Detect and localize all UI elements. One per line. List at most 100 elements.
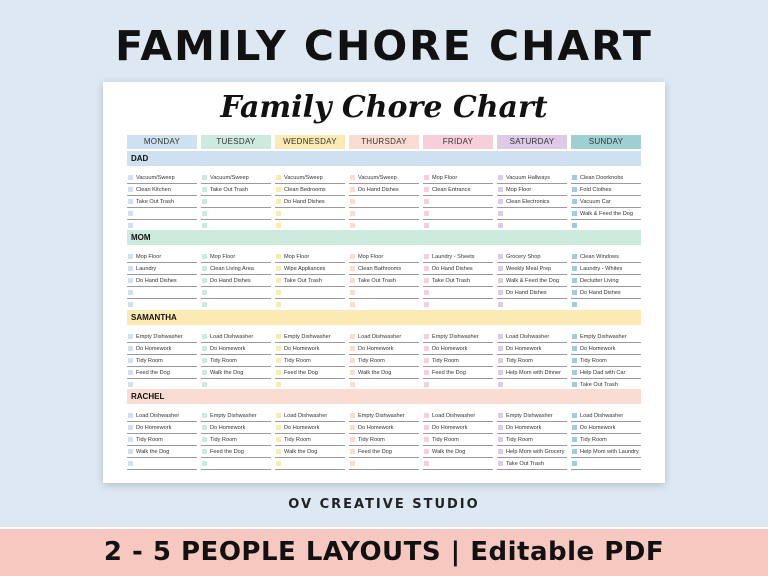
checkbox-icon[interactable] (424, 290, 429, 295)
checkbox-icon[interactable] (350, 187, 355, 192)
checkbox-icon[interactable] (572, 175, 577, 180)
chore-row[interactable]: Walk & Feed the Dog (571, 208, 641, 220)
chore-row[interactable]: Do Homework (497, 422, 567, 434)
chore-row[interactable] (571, 458, 641, 470)
checkbox-icon[interactable] (350, 223, 355, 228)
checkbox-icon[interactable] (424, 278, 429, 283)
checkbox-icon[interactable] (276, 449, 281, 454)
chore-row[interactable] (275, 208, 345, 220)
chore-row[interactable]: Mop Floor (349, 251, 419, 263)
checkbox-icon[interactable] (424, 175, 429, 180)
chore-row[interactable]: Clean Bathrooms (349, 263, 419, 275)
checkbox-icon[interactable] (572, 302, 577, 307)
checkbox-icon[interactable] (128, 175, 133, 180)
checkbox-icon[interactable] (572, 382, 577, 387)
checkbox-icon[interactable] (498, 187, 503, 192)
checkbox-icon[interactable] (424, 413, 429, 418)
checkbox-icon[interactable] (350, 413, 355, 418)
chore-row[interactable] (349, 196, 419, 208)
chore-row[interactable]: Feed the Dog (423, 367, 493, 379)
checkbox-icon[interactable] (128, 199, 133, 204)
chore-row[interactable]: Take Out Trash (497, 458, 567, 470)
chore-row[interactable] (201, 458, 271, 470)
checkbox-icon[interactable] (424, 425, 429, 430)
chore-row[interactable]: Do Homework (275, 343, 345, 355)
checkbox-icon[interactable] (276, 358, 281, 363)
chore-row[interactable] (423, 287, 493, 299)
checkbox-icon[interactable] (498, 346, 503, 351)
chore-row[interactable]: Tidy Room (275, 355, 345, 367)
chore-row[interactable]: Load Dishwasher (571, 410, 641, 422)
chore-row[interactable]: Laundry - Sheets (423, 251, 493, 263)
checkbox-icon[interactable] (572, 187, 577, 192)
checkbox-icon[interactable] (202, 211, 207, 216)
checkbox-icon[interactable] (498, 175, 503, 180)
checkbox-icon[interactable] (128, 346, 133, 351)
checkbox-icon[interactable] (350, 266, 355, 271)
checkbox-icon[interactable] (498, 278, 503, 283)
checkbox-icon[interactable] (498, 211, 503, 216)
checkbox-icon[interactable] (202, 290, 207, 295)
chore-row[interactable]: Vacuum/Sweep (201, 172, 271, 184)
checkbox-icon[interactable] (276, 425, 281, 430)
chore-row[interactable]: Tidy Room (497, 434, 567, 446)
chore-row[interactable] (423, 208, 493, 220)
chore-row[interactable]: Tidy Room (201, 355, 271, 367)
checkbox-icon[interactable] (202, 382, 207, 387)
chore-row[interactable]: Declutter Living (571, 275, 641, 287)
chore-row[interactable]: Do Homework (127, 422, 197, 434)
chore-row[interactable]: Walk the Dog (275, 446, 345, 458)
checkbox-icon[interactable] (424, 449, 429, 454)
chore-row[interactable]: Do Hand Dishes (571, 287, 641, 299)
chore-row[interactable] (127, 287, 197, 299)
chore-row[interactable]: Take Out Trash (201, 184, 271, 196)
checkbox-icon[interactable] (572, 437, 577, 442)
checkbox-icon[interactable] (128, 334, 133, 339)
chore-row[interactable] (201, 196, 271, 208)
chore-row[interactable]: Tidy Room (423, 434, 493, 446)
checkbox-icon[interactable] (350, 437, 355, 442)
checkbox-icon[interactable] (128, 278, 133, 283)
checkbox-icon[interactable] (424, 266, 429, 271)
chore-row[interactable]: Fold Clothes (571, 184, 641, 196)
chore-row[interactable]: Tidy Room (349, 355, 419, 367)
chore-row[interactable]: Empty Dishwasher (201, 410, 271, 422)
chore-row[interactable]: Do Homework (349, 343, 419, 355)
checkbox-icon[interactable] (202, 437, 207, 442)
checkbox-icon[interactable] (424, 437, 429, 442)
checkbox-icon[interactable] (424, 346, 429, 351)
checkbox-icon[interactable] (424, 461, 429, 466)
checkbox-icon[interactable] (498, 370, 503, 375)
checkbox-icon[interactable] (128, 425, 133, 430)
checkbox-icon[interactable] (350, 290, 355, 295)
checkbox-icon[interactable] (350, 175, 355, 180)
checkbox-icon[interactable] (128, 461, 133, 466)
checkbox-icon[interactable] (276, 413, 281, 418)
checkbox-icon[interactable] (498, 413, 503, 418)
chore-row[interactable]: Clean Kitchen (127, 184, 197, 196)
checkbox-icon[interactable] (498, 334, 503, 339)
checkbox-icon[interactable] (276, 266, 281, 271)
chore-row[interactable]: Wipe Appliances (275, 263, 345, 275)
checkbox-icon[interactable] (202, 266, 207, 271)
checkbox-icon[interactable] (572, 199, 577, 204)
chore-row[interactable] (201, 287, 271, 299)
chore-row[interactable]: Weekly Meal Prep (497, 263, 567, 275)
checkbox-icon[interactable] (128, 449, 133, 454)
chore-row[interactable]: Load Dishwasher (423, 410, 493, 422)
checkbox-icon[interactable] (276, 370, 281, 375)
checkbox-icon[interactable] (424, 199, 429, 204)
checkbox-icon[interactable] (202, 413, 207, 418)
checkbox-icon[interactable] (572, 334, 577, 339)
chore-row[interactable]: Tidy Room (423, 355, 493, 367)
checkbox-icon[interactable] (424, 211, 429, 216)
checkbox-icon[interactable] (572, 254, 577, 259)
chore-row[interactable] (127, 208, 197, 220)
checkbox-icon[interactable] (128, 290, 133, 295)
checkbox-icon[interactable] (202, 358, 207, 363)
checkbox-icon[interactable] (498, 425, 503, 430)
chore-row[interactable]: Tidy Room (571, 355, 641, 367)
checkbox-icon[interactable] (128, 302, 133, 307)
chore-row[interactable]: Help Mom with Grocery (497, 446, 567, 458)
chore-row[interactable]: Clean Bedrooms (275, 184, 345, 196)
